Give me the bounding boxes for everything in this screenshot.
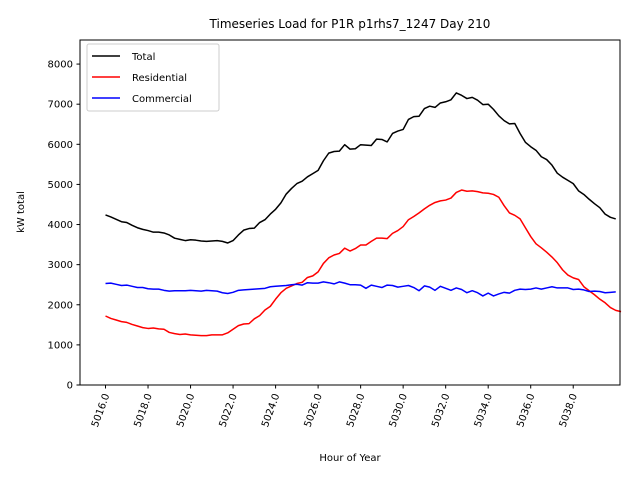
y-tick-label: 7000 <box>48 100 73 111</box>
legend: Total Residential Commercial <box>86 43 220 112</box>
legend-box <box>86 43 220 112</box>
x-tick-label: 5030.0 <box>388 392 410 429</box>
plot-frame <box>79 39 621 386</box>
y-tick-label: 6000 <box>48 140 73 151</box>
y-tick-label: 3000 <box>48 260 73 271</box>
y-tick-label: 2000 <box>48 300 73 311</box>
y-tick-label: 0 <box>67 381 73 392</box>
y-tick-label: 8000 <box>48 60 73 71</box>
y-tick-label: 4000 <box>48 220 73 231</box>
x-tick-label: 5028.0 <box>345 392 367 429</box>
x-axis: 5016.0 5018.0 5020.0 5022.0 5024.0 5026.0 5028… <box>90 385 580 429</box>
x-tick-label: 5026.0 <box>303 392 325 429</box>
y-axis: 0 1000 2000 3000 4000 5000 6000 7000 8000 <box>48 60 80 392</box>
x-axis-label: Hour of Year <box>319 453 381 464</box>
legend-items: Total Residential Commercial <box>92 52 192 105</box>
series-line-commercial <box>105 281 616 297</box>
x-tick-label: 5032.0 <box>430 392 452 429</box>
legend-label-commercial: Commercial <box>132 94 192 105</box>
series-line-residential <box>105 189 622 337</box>
y-tick-label: 1000 <box>48 340 73 351</box>
x-tick-label: 5022.0 <box>218 392 240 429</box>
x-tick-label: 5016.0 <box>90 392 112 429</box>
series-line-total <box>105 92 616 244</box>
x-tick-label: 5038.0 <box>558 392 580 429</box>
x-tick-label: 5036.0 <box>515 392 537 429</box>
y-axis-label: kW total <box>16 191 27 233</box>
legend-label-residential: Residential <box>132 73 187 84</box>
chart-title: Timeseries Load for P1R p1rhs7_1247 Day … <box>209 17 491 31</box>
y-tick-label: 5000 <box>48 180 73 191</box>
plot-series <box>105 92 622 337</box>
legend-label-total: Total <box>131 52 155 63</box>
x-tick-label: 5024.0 <box>260 392 282 429</box>
x-tick-label: 5020.0 <box>175 392 197 429</box>
x-tick-label: 5018.0 <box>133 392 155 429</box>
x-tick-label: 5034.0 <box>473 392 495 429</box>
